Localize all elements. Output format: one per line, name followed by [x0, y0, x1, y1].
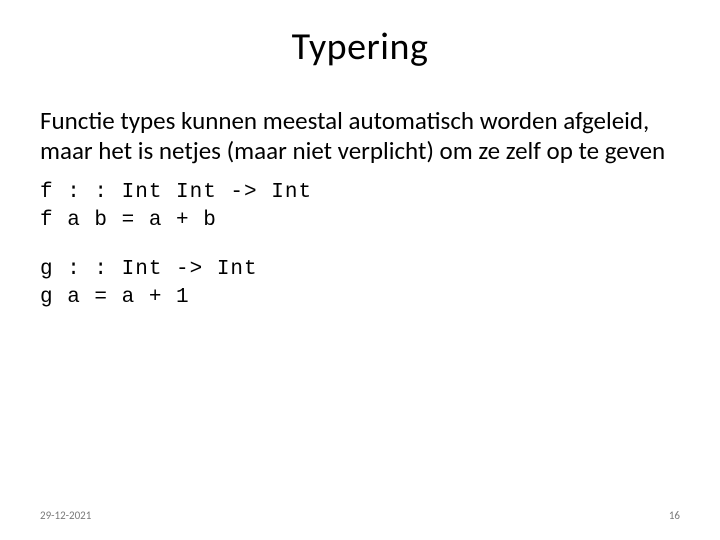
slide-title: Typering: [40, 24, 680, 70]
slide-footer: 29-12-2021 16: [40, 509, 680, 522]
code-line: f : : Int Int -> Int: [40, 181, 312, 204]
code-line: f a b = a + b: [40, 209, 217, 232]
footer-date: 29-12-2021: [40, 509, 91, 522]
code-line: g a = a + 1: [40, 286, 190, 309]
footer-page-number: 16: [669, 509, 680, 522]
code-block-2: g : : Int -> Int g a = a + 1: [40, 256, 680, 313]
code-block-1: f : : Int Int -> Int f a b = a + b: [40, 179, 680, 236]
code-line: g : : Int -> Int: [40, 258, 258, 281]
slide: Typering Functie types kunnen meestal au…: [0, 0, 720, 540]
body-paragraph: Functie types kunnen meestal automatisch…: [40, 106, 680, 165]
